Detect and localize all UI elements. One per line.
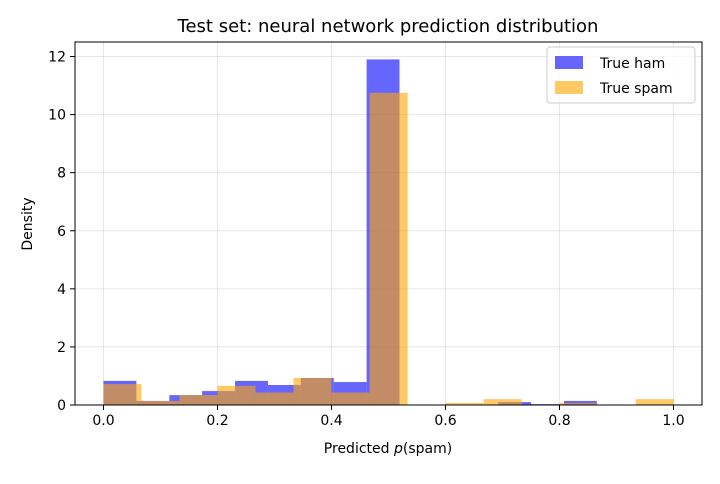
bar-spam [635,399,674,405]
x-axis-label-part: (spam) [403,441,452,457]
bar-spam [445,402,484,405]
legend: True ham True spam [546,46,696,104]
bar-spam [103,384,142,405]
legend-label-ham: True ham [599,56,665,72]
chart-title: Test set: neural network prediction dist… [177,16,599,37]
legend-label-spam: True spam [599,81,673,97]
y-tick-label: 8 [57,166,66,182]
x-axis-label-part: p [393,441,403,457]
x-tick-label: 0.8 [548,413,570,429]
x-tick-label: 0.4 [320,413,342,429]
bar-spam [369,92,408,405]
y-tick-label: 12 [48,50,66,66]
bar-spam [293,377,332,405]
x-tick-label: 1.0 [662,413,684,429]
bar-spam [217,385,256,405]
bar-spam [331,392,370,405]
bar-spam [255,392,294,405]
y-tick-label: 4 [57,282,66,298]
x-axis-label-part: Predicted [324,441,394,457]
y-tick-label: 10 [48,108,66,124]
y-tick-label: 0 [57,398,66,414]
histogram-bars [103,59,674,405]
x-axis-label: Predicted p(spam) [324,441,452,457]
legend-frame [546,46,696,104]
y-tick-label: 2 [57,340,66,356]
y-axis-ticks: 0 2 4 6 8 10 12 [48,50,75,414]
legend-swatch-spam [555,81,583,94]
x-axis-ticks: 0.0 0.2 0.4 0.6 0.8 1.0 [92,405,685,429]
y-tick-label: 6 [57,224,66,240]
x-tick-label: 0.2 [206,413,228,429]
y-axis-label: Density [20,197,36,250]
legend-swatch-ham [555,56,583,69]
x-tick-label: 0.6 [434,413,456,429]
plot-frame [74,41,703,406]
bar-spam [141,400,180,405]
bar-spam [559,402,598,405]
x-tick-label: 0.0 [92,413,114,429]
bar-spam [483,399,522,405]
bar-spam [179,395,218,405]
